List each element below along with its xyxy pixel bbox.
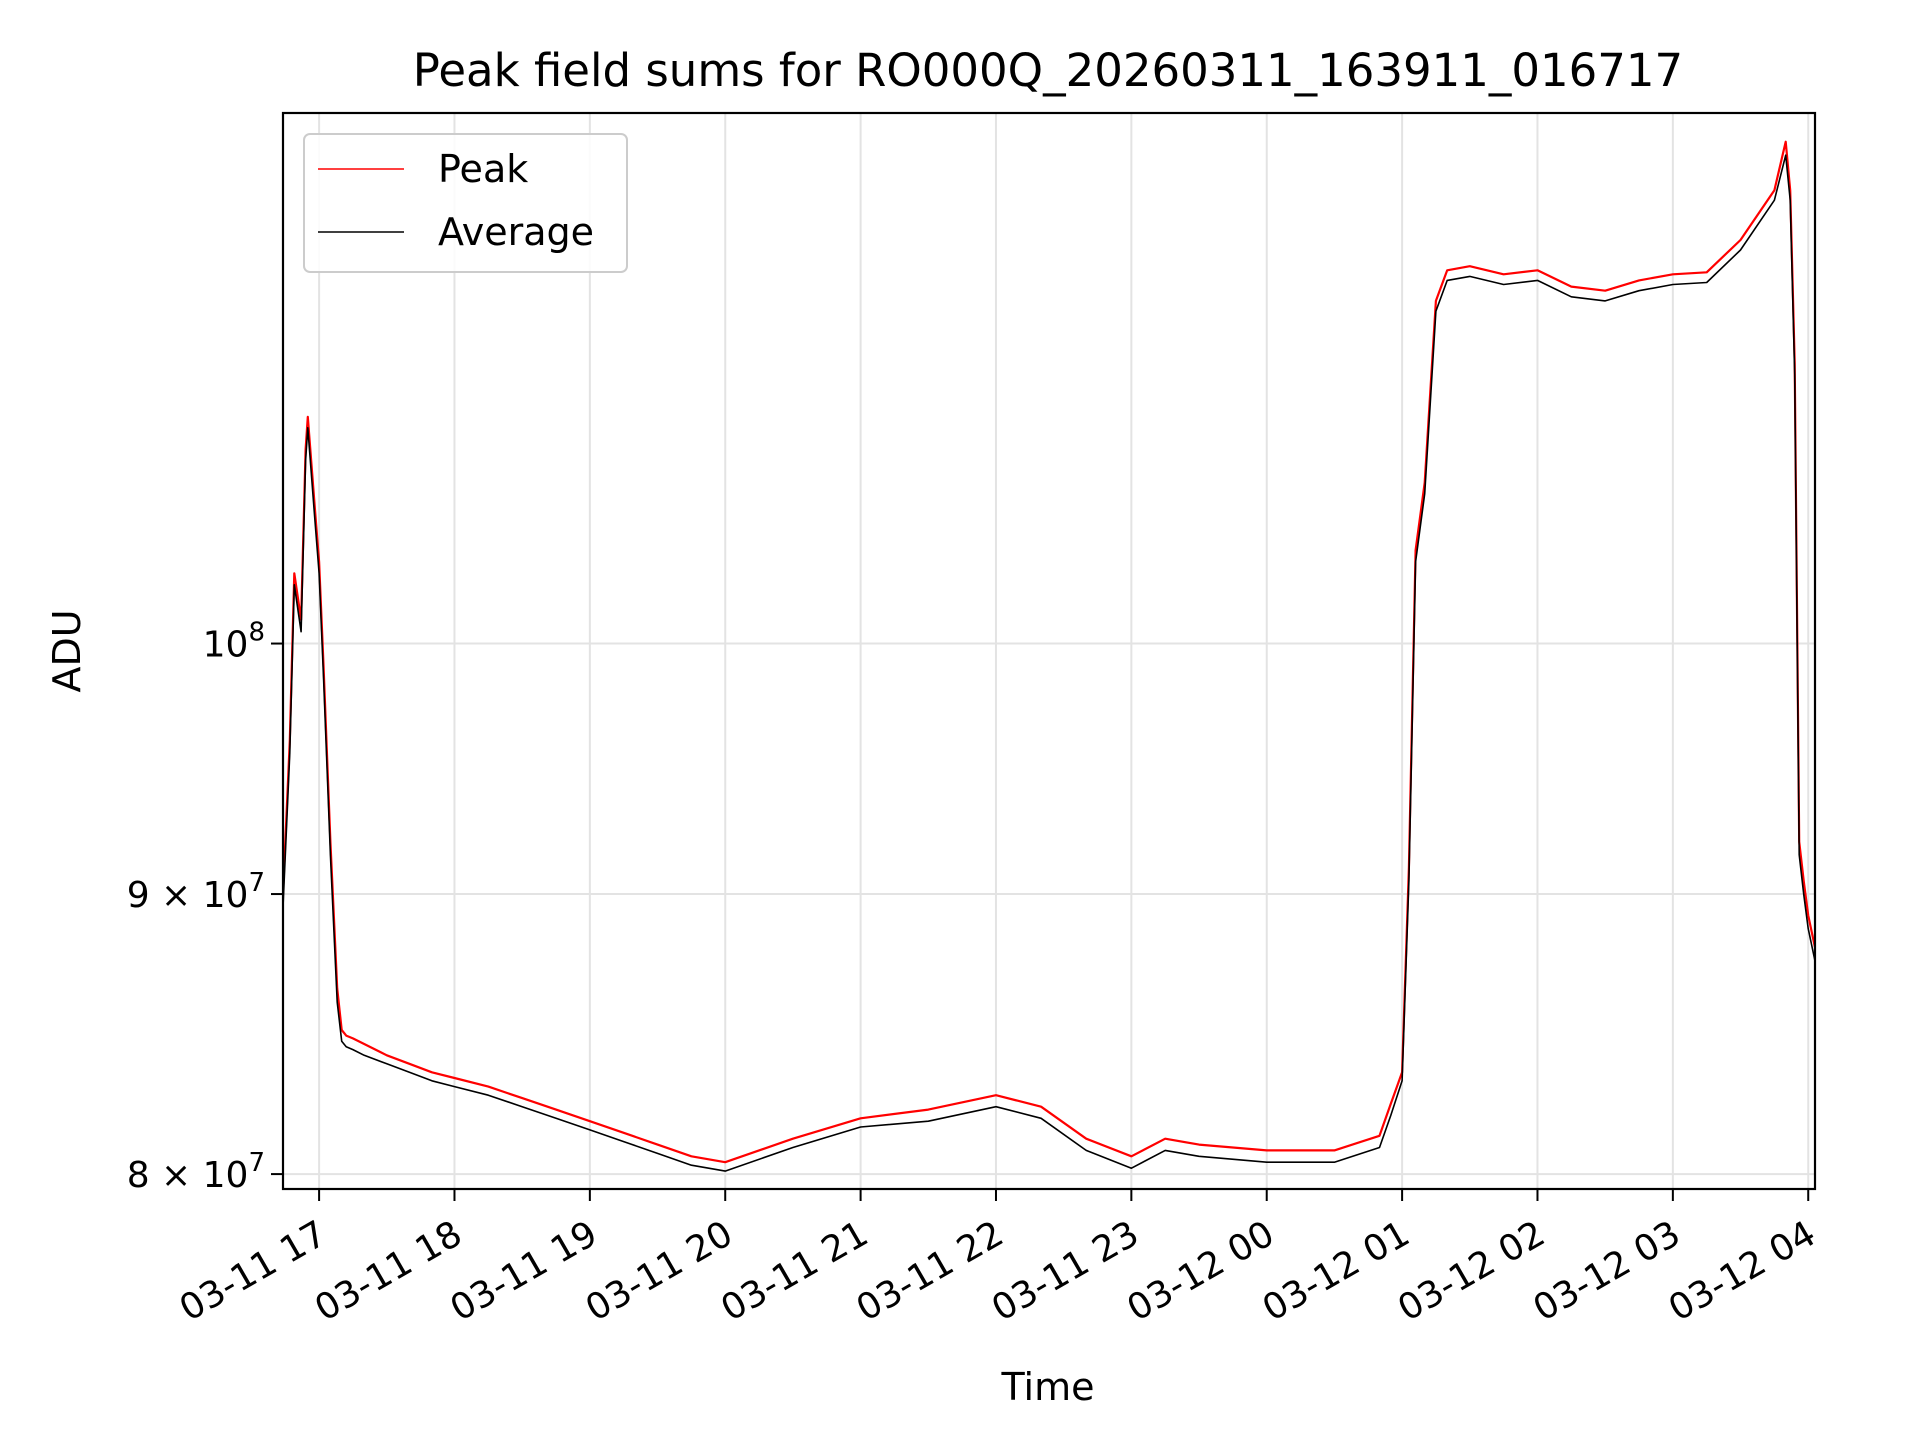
series-line-average bbox=[283, 154, 1815, 1172]
x-tick-label: 03-11 21 bbox=[714, 1213, 875, 1329]
x-tick-label: 03-11 18 bbox=[308, 1213, 469, 1329]
grid bbox=[283, 113, 1815, 1189]
legend: Peak Average bbox=[303, 133, 628, 273]
x-tick-label: 03-12 01 bbox=[1256, 1213, 1417, 1329]
y-tick-label: 108 bbox=[203, 618, 265, 666]
y-tick-label: 9 × 107 bbox=[127, 868, 265, 916]
y-axis: 8 × 107 9 × 107 108 bbox=[127, 618, 283, 1196]
chart-title: Peak field sums for RO000Q_20260311_1639… bbox=[413, 44, 1683, 97]
x-tick-label: 03-11 23 bbox=[985, 1213, 1146, 1329]
legend-label-peak: Peak bbox=[438, 147, 528, 191]
x-tick-label: 03-12 03 bbox=[1527, 1213, 1688, 1329]
x-tick-label: 03-11 20 bbox=[579, 1213, 740, 1329]
x-tick-label: 03-12 00 bbox=[1121, 1213, 1282, 1329]
x-tick-label: 03-11 17 bbox=[173, 1213, 334, 1329]
legend-label-average: Average bbox=[438, 210, 594, 254]
x-tick-label: 03-11 19 bbox=[444, 1213, 605, 1329]
series-line-peak bbox=[283, 140, 1815, 1164]
plot-frame bbox=[281, 111, 1817, 1191]
x-tick-label: 03-12 04 bbox=[1662, 1213, 1823, 1329]
series-layer bbox=[283, 140, 1815, 1172]
x-tick-label: 03-12 02 bbox=[1391, 1213, 1552, 1329]
x-axis-label: Time bbox=[1001, 1365, 1095, 1409]
x-tick-label: 03-11 22 bbox=[850, 1213, 1011, 1329]
y-axis-label: ADU bbox=[45, 609, 89, 692]
y-tick-label: 8 × 107 bbox=[127, 1148, 265, 1196]
